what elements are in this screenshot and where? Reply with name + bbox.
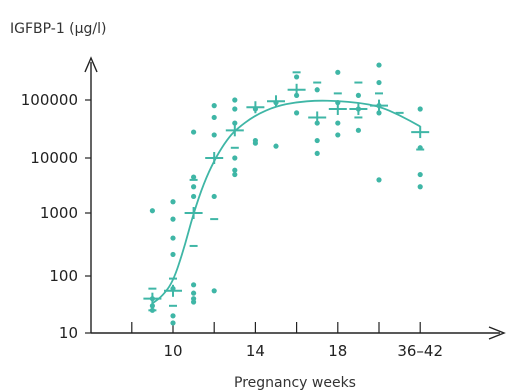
data-point (211, 193, 217, 200)
x-tick-label: 10 (163, 342, 182, 360)
data-point (170, 313, 176, 319)
data-points (149, 62, 423, 326)
data-point (417, 184, 423, 190)
y-tick-label: 10000 (30, 149, 78, 167)
data-point (273, 143, 279, 149)
data-point (191, 282, 197, 288)
data-point (376, 177, 382, 183)
y-ticks: 10 100 1000 10000 100000 (21, 91, 91, 342)
x-ticks: 10 14 18 36–42 (131, 322, 443, 360)
data-point (355, 92, 361, 99)
data-point (191, 184, 197, 190)
data-point (335, 132, 341, 138)
data-point (232, 120, 238, 126)
x-tick-label: 14 (246, 342, 265, 360)
data-point (232, 171, 238, 178)
data-point (252, 140, 258, 146)
data-point (232, 167, 238, 173)
data-point (294, 110, 300, 116)
data-point (314, 137, 320, 144)
data-point (376, 110, 382, 116)
data-point (191, 174, 197, 180)
data-point (355, 127, 361, 133)
data-point (232, 97, 238, 103)
data-point (417, 106, 423, 112)
data-point (170, 235, 176, 241)
fit-curve (151, 99, 421, 305)
data-point (149, 208, 155, 214)
data-point (294, 74, 300, 80)
y-tick-label: 100 (49, 267, 78, 285)
data-point (335, 100, 341, 106)
dash-markers (148, 71, 425, 312)
data-point (335, 120, 341, 126)
data-point (170, 320, 176, 326)
data-point (191, 299, 197, 305)
data-point (376, 79, 382, 86)
data-point (314, 87, 320, 93)
x-axis-title: Pregnancy weeks (234, 375, 356, 390)
y-axis-title: IGFBP-1 (µg/l) (10, 21, 107, 37)
y-tick-label: 10 (59, 324, 78, 342)
x-tick-label: 18 (328, 342, 347, 360)
data-point (211, 288, 217, 294)
data-point (211, 103, 217, 109)
x-tick-label: 36–42 (397, 342, 443, 360)
y-tick-label: 100000 (21, 91, 78, 109)
data-point (170, 216, 176, 222)
mean-markers (143, 83, 430, 305)
data-point (232, 106, 238, 112)
y-tick-label: 1000 (40, 204, 78, 222)
data-point (417, 171, 423, 178)
data-point (149, 303, 155, 309)
data-point (232, 155, 238, 161)
data-point (211, 114, 217, 121)
data-point (335, 69, 341, 75)
y-axis-arrow (84, 56, 98, 73)
data-point (314, 150, 320, 157)
data-point (170, 251, 176, 258)
data-point (191, 193, 197, 200)
data-point (191, 290, 197, 296)
data-point (211, 132, 217, 138)
data-point (376, 62, 382, 68)
x-axis-arrow (488, 326, 506, 340)
data-point (191, 129, 197, 135)
data-point (170, 199, 176, 205)
